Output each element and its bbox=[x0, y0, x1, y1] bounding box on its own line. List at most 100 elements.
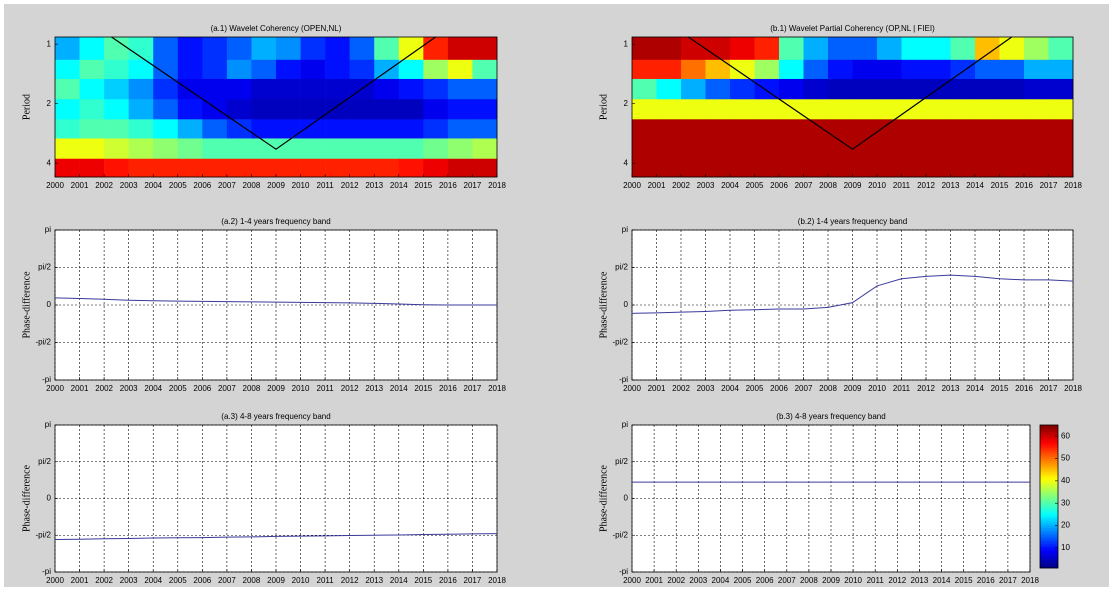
heatmap-cell bbox=[1000, 79, 1025, 100]
heatmap-cell bbox=[975, 159, 1000, 178]
x-tick-label: 2009 bbox=[844, 181, 862, 190]
heatmap-cell bbox=[755, 159, 780, 178]
x-tick-label: 2001 bbox=[648, 181, 666, 190]
x-tick-label: 2018 bbox=[1064, 181, 1082, 190]
heatmap-cell bbox=[55, 99, 80, 119]
x-tick-label: 2007 bbox=[778, 576, 796, 585]
chart-title: (a.1) Wavelet Coherency (OPEN,NL) bbox=[211, 24, 342, 33]
heatmap-cell bbox=[448, 60, 473, 79]
colorbar-swatch bbox=[1040, 476, 1058, 479]
x-tick-label: 2010 bbox=[868, 181, 886, 190]
heatmap-cell bbox=[423, 138, 448, 159]
heatmap-cell bbox=[1049, 119, 1074, 138]
heatmap-cell bbox=[681, 60, 706, 79]
heatmap-cell bbox=[926, 99, 951, 119]
heatmap-cell bbox=[681, 159, 706, 178]
heatmap-cell bbox=[227, 99, 252, 119]
colorbar-swatch bbox=[1040, 465, 1058, 468]
x-tick-label: 2011 bbox=[867, 576, 885, 585]
heatmap-cell bbox=[178, 159, 203, 178]
heatmap-cell bbox=[104, 138, 129, 159]
x-tick-label: 2009 bbox=[267, 181, 285, 190]
y-tick-label: -pi bbox=[619, 375, 628, 384]
heatmap-cell bbox=[951, 138, 976, 159]
colorbar-tick-label: 10 bbox=[1061, 543, 1070, 552]
heatmap-cell bbox=[251, 159, 276, 178]
y-tick-label: pi bbox=[45, 225, 51, 234]
heatmap-cell bbox=[399, 119, 424, 138]
y-tick-label: -pi bbox=[619, 567, 628, 576]
x-tick-label: 2001 bbox=[648, 384, 666, 393]
x-tick-label: 2017 bbox=[464, 181, 482, 190]
heatmap-cell bbox=[202, 37, 227, 60]
x-tick-label: 2015 bbox=[414, 384, 432, 393]
heatmap-cell bbox=[926, 159, 951, 178]
heatmap-cell bbox=[1049, 99, 1074, 119]
colorbar-swatch bbox=[1040, 445, 1058, 448]
colorbar-swatch bbox=[1040, 438, 1058, 441]
x-tick-label: 2006 bbox=[193, 181, 211, 190]
x-tick-label: 2008 bbox=[819, 384, 837, 393]
heatmap-cell bbox=[706, 99, 731, 119]
heatmap-cell bbox=[975, 60, 1000, 79]
y-tick-label: 0 bbox=[624, 300, 629, 309]
heatmap-cell bbox=[1024, 159, 1049, 178]
heatmap-cell bbox=[251, 60, 276, 79]
x-tick-label: 2005 bbox=[169, 181, 187, 190]
heatmap-cell bbox=[755, 119, 780, 138]
heatmap-cell bbox=[55, 159, 80, 178]
heatmap-cell bbox=[1000, 138, 1025, 159]
y-tick-label: -pi/2 bbox=[35, 530, 51, 539]
heatmap-cell bbox=[153, 99, 178, 119]
x-tick-label: 2005 bbox=[169, 384, 187, 393]
colorbar-swatch bbox=[1040, 561, 1058, 564]
x-tick-label: 2005 bbox=[746, 384, 764, 393]
x-tick-label: 2007 bbox=[218, 384, 236, 393]
heatmap-cell bbox=[350, 37, 375, 60]
heatmap-cell bbox=[632, 60, 657, 79]
x-tick-label: 2001 bbox=[645, 576, 663, 585]
heatmap-cell bbox=[325, 60, 350, 79]
heatmap-cell bbox=[632, 37, 657, 60]
x-tick-label: 2003 bbox=[120, 181, 138, 190]
heatmap-cell bbox=[779, 119, 804, 138]
heatmap-cell bbox=[632, 99, 657, 119]
y-axis-label: Phase-difference bbox=[21, 464, 32, 532]
x-tick-label: 2008 bbox=[819, 181, 837, 190]
heatmap-cell bbox=[350, 60, 375, 79]
heatmap-cell bbox=[1024, 99, 1049, 119]
heatmap-cell bbox=[104, 79, 129, 100]
heatmap-cell bbox=[779, 138, 804, 159]
heatmap-cell bbox=[227, 79, 252, 100]
colorbar-swatch bbox=[1040, 548, 1058, 551]
colorbar-swatch bbox=[1040, 557, 1058, 560]
heatmap-cell bbox=[178, 138, 203, 159]
heatmap-cell bbox=[1049, 159, 1074, 178]
y-tick-label: pi/2 bbox=[615, 457, 628, 466]
x-tick-label: 2017 bbox=[464, 576, 482, 585]
x-tick-label: 2004 bbox=[712, 576, 730, 585]
heatmap-cell bbox=[632, 79, 657, 100]
x-tick-label: 2016 bbox=[439, 384, 457, 393]
heatmap-cell bbox=[828, 159, 853, 178]
heatmap-cell bbox=[877, 60, 902, 79]
x-tick-label: 2012 bbox=[917, 384, 935, 393]
heatmap-cell bbox=[374, 159, 399, 178]
heatmap-cell bbox=[779, 60, 804, 79]
colorbar-swatch bbox=[1040, 499, 1058, 502]
x-tick-label: 2009 bbox=[822, 576, 840, 585]
heatmap-cell bbox=[975, 79, 1000, 100]
heatmap-cell bbox=[472, 60, 497, 79]
x-tick-label: 2003 bbox=[120, 576, 138, 585]
x-tick-label: 2004 bbox=[721, 181, 739, 190]
heatmap-cell bbox=[877, 37, 902, 60]
heatmap-cell bbox=[828, 79, 853, 100]
colorbar-swatch bbox=[1040, 450, 1058, 453]
heatmap-cell bbox=[755, 99, 780, 119]
x-tick-label: 2001 bbox=[71, 181, 89, 190]
colorbar-swatch bbox=[1040, 454, 1058, 457]
colorbar-swatch bbox=[1040, 537, 1058, 540]
x-tick-label: 2002 bbox=[667, 576, 685, 585]
heatmap-cell bbox=[472, 37, 497, 60]
colorbar-tick-label: 20 bbox=[1061, 521, 1070, 530]
